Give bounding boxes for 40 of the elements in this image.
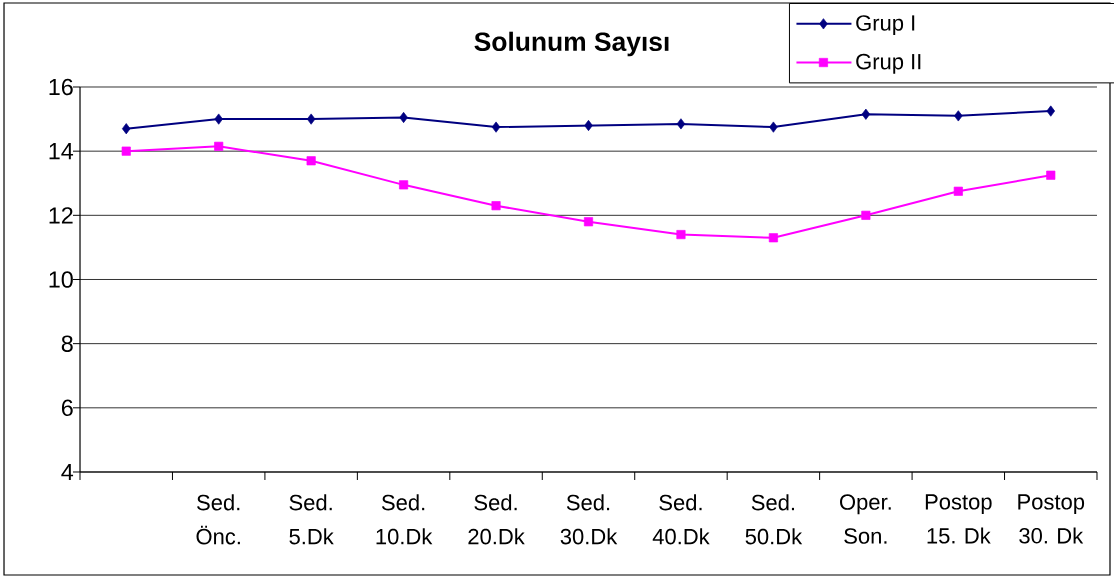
y-tick-label: 4	[61, 463, 74, 481]
chart-title: Solunum Sayısı	[474, 31, 669, 57]
point	[491, 201, 501, 211]
legend-label: Grup II	[856, 53, 921, 74]
x-tick-label: Sed. 5.Dk	[289, 494, 334, 545]
x-tick-label: Oper. Son.	[840, 494, 891, 544]
point	[214, 141, 224, 151]
point	[491, 121, 501, 133]
y-tick-label: 10	[49, 271, 73, 288]
point	[1046, 105, 1056, 117]
point	[399, 180, 409, 190]
y-tick-label: 12	[49, 207, 73, 224]
legend-label: Grup I	[856, 15, 915, 36]
point	[121, 146, 131, 156]
x-tick-label: Sed. Önc.	[196, 494, 240, 545]
point	[214, 113, 223, 125]
point	[953, 186, 963, 196]
x-tick-label: Postop 30. Dk	[1018, 494, 1085, 544]
point	[768, 233, 778, 243]
point	[676, 230, 686, 240]
y-tick-label: 6	[61, 399, 73, 417]
point	[954, 110, 963, 122]
point	[122, 123, 131, 135]
y-tick-label: 16	[49, 78, 73, 96]
point	[583, 217, 594, 227]
point	[676, 118, 686, 130]
x-tick-label: Sed. 20.Dk	[468, 494, 525, 545]
x-tick-label: Sed. 50.Dk	[745, 494, 803, 545]
point	[861, 108, 871, 120]
point	[861, 210, 871, 220]
y-tick-label: 8	[61, 335, 73, 352]
x-tick-label: Postop 15. Dk	[925, 494, 992, 544]
y-tick-label: 14	[49, 143, 74, 160]
point	[769, 121, 778, 133]
point	[1046, 170, 1056, 180]
point	[306, 156, 316, 166]
x-tick-label: Sed. 40.Dk	[652, 494, 710, 545]
point	[306, 113, 316, 125]
x-tick-label: Sed. 30.Dk	[560, 494, 618, 545]
x-tick-label: Sed. 10.Dk	[376, 494, 433, 545]
